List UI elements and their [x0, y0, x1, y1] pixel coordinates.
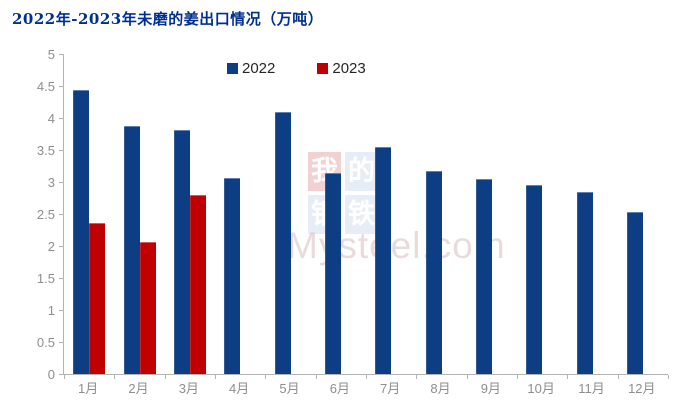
bar-2022-2月 — [123, 126, 140, 374]
legend-swatch-2022 — [227, 63, 238, 74]
x-axis-tick — [164, 375, 166, 379]
legend-label: 2022 — [242, 60, 276, 77]
x-tick-label-12月: 12月 — [628, 381, 656, 396]
y-tick-label: 0 — [47, 367, 55, 382]
legend-item-2022: 2022 — [227, 61, 275, 76]
bar-2022-5月 — [274, 112, 291, 374]
x-tick-label-7月: 7月 — [380, 381, 401, 396]
y-axis-tick — [59, 149, 63, 151]
bar-2022-3月 — [173, 129, 190, 374]
legend-item-2023: 2023 — [317, 60, 366, 77]
x-tick-label-3月: 3月 — [178, 381, 199, 396]
x-axis-tick — [517, 375, 518, 379]
x-tick-label-5月: 5月 — [279, 381, 300, 396]
y-axis-tick — [59, 277, 63, 279]
y-tick-label: 2 — [47, 239, 55, 254]
x-axis-labels: 1月 2月 3月 4月 5月 6月 7月 8月 9月 10月 11月 12月 — [63, 382, 667, 402]
bar-2022-7月 — [375, 147, 392, 374]
bar-2022-8月 — [425, 171, 442, 374]
y-axis-tick — [59, 309, 63, 311]
x-axis-tick — [668, 375, 669, 379]
x-tick-label-11月: 11月 — [578, 381, 605, 396]
y-tick-label: 1 — [47, 303, 55, 318]
x-tick-label-4月: 4月 — [229, 381, 250, 396]
watermark-site-text: Mysteel.com — [287, 225, 506, 266]
x-axis-tick — [466, 375, 468, 379]
x-axis-tick — [114, 375, 116, 379]
legend-label: 2023 — [332, 60, 366, 77]
x-axis-tick — [315, 375, 317, 379]
bar-2023-1月 — [89, 222, 106, 374]
x-axis-tick — [567, 375, 569, 379]
y-tick-label: 0.5 — [36, 335, 55, 350]
plot-area — [59, 53, 669, 379]
watermark-block: 铁 — [345, 195, 378, 234]
y-axis-tick — [59, 341, 63, 343]
y-tick-label: 4.5 — [36, 79, 55, 94]
y-tick-label: 1.5 — [36, 271, 55, 286]
y-tick-label: 5 — [47, 47, 55, 62]
y-axis-tick — [59, 213, 63, 215]
bar-2022-6月 — [324, 173, 341, 374]
watermark-row: 我的 — [308, 152, 378, 191]
bar-2022-4月 — [224, 177, 241, 374]
x-tick-label-8月: 8月 — [430, 381, 451, 396]
bar-2022-9月 — [475, 178, 492, 374]
y-axis-tick — [59, 85, 63, 87]
watermark-block: 的 — [345, 152, 378, 191]
x-tick-label-9月: 9月 — [480, 381, 501, 396]
bar-2022-12月 — [626, 212, 643, 374]
y-tick-label: 3.5 — [36, 143, 55, 158]
bar-2023-3月 — [189, 194, 206, 374]
legend-swatch-2023 — [317, 63, 329, 74]
x-axis-tick — [265, 375, 267, 379]
x-tick-label-10月: 10月 — [527, 381, 555, 396]
bar-2023-2月 — [139, 242, 156, 374]
chart-title: 2022年-2023年未磨的姜出口情况（万吨） — [12, 10, 324, 28]
y-tick-label: 4 — [47, 111, 55, 126]
watermark-block: 我 — [308, 152, 341, 191]
x-axis-tick — [416, 375, 418, 379]
legend: 2022 2023 — [227, 61, 366, 76]
y-tick-label: 3 — [47, 175, 55, 190]
bar-2022-10月 — [526, 184, 543, 374]
x-axis-tick — [215, 375, 216, 379]
x-tick-label-2月: 2月 — [128, 381, 149, 396]
y-axis-labels: 0 0.5 1 1.5 2 2.5 3 3.5 4 4.5 5 — [0, 48, 55, 381]
y-axis-tick — [59, 53, 63, 55]
x-tick-label-6月: 6月 — [329, 381, 350, 396]
x-axis-tick — [366, 375, 367, 379]
x-axis-tick — [617, 375, 619, 379]
x-axis-tick — [64, 375, 65, 379]
y-tick-label: 2.5 — [36, 207, 55, 222]
y-axis-tick — [59, 181, 63, 183]
bar-2022-1月 — [73, 90, 90, 374]
bar-2022-11月 — [576, 192, 593, 374]
x-tick-label-1月: 1月 — [78, 381, 99, 396]
y-axis-tick — [59, 373, 63, 375]
y-axis-tick — [59, 245, 63, 247]
y-axis-tick — [59, 117, 63, 119]
